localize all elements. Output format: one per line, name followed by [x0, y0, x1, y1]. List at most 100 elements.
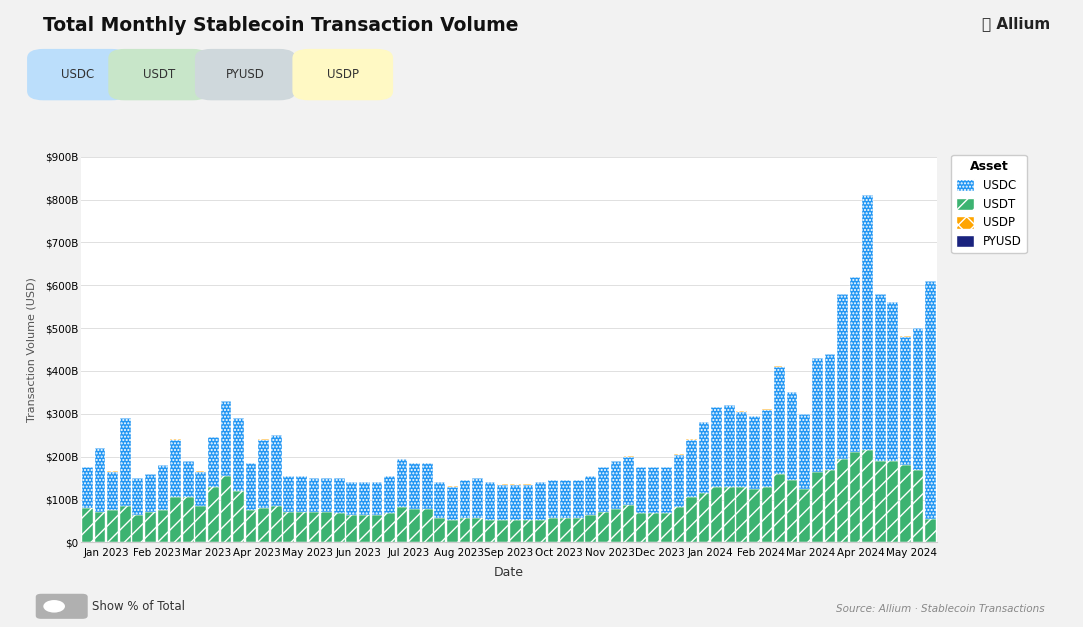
Bar [459, 480, 470, 517]
Bar [284, 476, 295, 512]
Bar [661, 467, 671, 514]
Bar [259, 440, 269, 508]
Legend: USDC, USDT, USDP, PYUSD: USDC, USDT, USDP, PYUSD [951, 155, 1027, 253]
Bar [296, 512, 306, 542]
Bar [649, 467, 660, 514]
Bar [447, 520, 458, 542]
Bar [183, 461, 194, 497]
Bar [850, 277, 860, 453]
Text: Total Monthly Stablecoin Transaction Volume: Total Monthly Stablecoin Transaction Vol… [43, 16, 519, 34]
Bar [611, 461, 622, 509]
Bar [522, 520, 533, 542]
Bar [812, 472, 823, 542]
Bar [195, 506, 206, 542]
Bar [145, 512, 156, 542]
Bar [761, 487, 772, 542]
Bar [396, 507, 407, 542]
Bar [371, 482, 382, 515]
Bar [736, 487, 747, 542]
Bar [799, 414, 810, 489]
Bar [736, 412, 747, 487]
Bar [824, 354, 835, 470]
Bar [623, 456, 634, 505]
Bar [522, 485, 533, 520]
Bar [322, 512, 331, 542]
Bar [221, 401, 232, 476]
Bar [786, 480, 797, 542]
Bar [322, 478, 331, 512]
Bar [120, 418, 131, 506]
Bar [259, 508, 269, 542]
Bar [472, 517, 483, 542]
Bar [674, 455, 684, 507]
Bar [271, 506, 282, 542]
Bar [347, 515, 357, 542]
Bar [548, 480, 559, 517]
Bar [712, 487, 722, 542]
Bar [94, 512, 105, 542]
Bar [208, 487, 219, 542]
Bar [371, 515, 382, 542]
Bar [82, 508, 93, 542]
Bar [850, 453, 860, 542]
Bar [132, 478, 143, 515]
Bar [158, 510, 168, 542]
Bar [875, 294, 886, 461]
Text: ⦿ Allium: ⦿ Allium [982, 16, 1051, 31]
Bar [900, 465, 911, 542]
Bar [774, 474, 785, 542]
X-axis label: Date: Date [494, 566, 524, 579]
Bar [347, 482, 357, 515]
Bar [459, 517, 470, 542]
Text: PYUSD: PYUSD [226, 68, 264, 81]
Bar [636, 467, 647, 514]
Bar [649, 514, 660, 542]
Bar [674, 507, 684, 542]
Bar [334, 514, 344, 542]
Bar [246, 510, 257, 542]
Bar [799, 489, 810, 542]
Bar [82, 467, 93, 508]
Bar [712, 408, 722, 487]
Bar [510, 485, 521, 520]
Bar [233, 418, 244, 491]
Bar [158, 465, 168, 510]
Bar [761, 409, 772, 487]
Bar [824, 470, 835, 542]
Bar [598, 512, 609, 542]
Bar [573, 480, 584, 517]
Bar [334, 478, 344, 514]
Bar [472, 478, 483, 517]
Bar [170, 440, 181, 497]
Bar [586, 515, 596, 542]
Text: Source: Allium · Stablecoin Transactions: Source: Allium · Stablecoin Transactions [836, 604, 1045, 614]
Bar [132, 515, 143, 542]
Bar [485, 482, 496, 520]
Bar [560, 480, 571, 517]
Bar [723, 405, 734, 487]
Bar [913, 470, 924, 542]
Bar [145, 474, 156, 512]
Bar [623, 505, 634, 542]
Bar [107, 510, 118, 542]
Bar [875, 461, 886, 542]
Bar [221, 476, 232, 542]
Bar [246, 463, 257, 510]
Bar [598, 467, 609, 512]
Bar [925, 281, 936, 519]
Bar [837, 294, 848, 459]
Bar [699, 493, 709, 542]
Y-axis label: Transaction Volume (USD): Transaction Volume (USD) [27, 277, 37, 422]
Bar [510, 520, 521, 542]
Bar [723, 487, 734, 542]
Bar [862, 195, 873, 450]
Bar [170, 497, 181, 542]
Bar [384, 476, 395, 514]
Text: USDT: USDT [143, 68, 174, 81]
Bar [120, 506, 131, 542]
Bar [900, 337, 911, 465]
Bar [548, 517, 559, 542]
Bar [447, 487, 458, 520]
Bar [887, 461, 898, 542]
Bar [573, 517, 584, 542]
